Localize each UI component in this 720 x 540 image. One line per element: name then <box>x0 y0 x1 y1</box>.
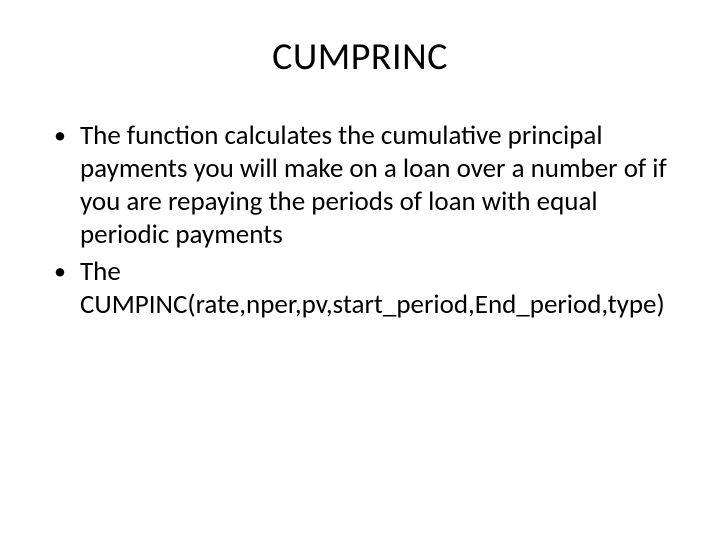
bullet-list: The function calculates the cumulative p… <box>48 120 672 322</box>
bullet-text: The CUMPINC(rate,nper,pv,start_period,En… <box>80 255 665 321</box>
bullet-text: The function calculates the cumulative p… <box>80 119 667 251</box>
list-item: The CUMPINC(rate,nper,pv,start_period,En… <box>48 256 672 322</box>
slide: CUMPRINC The function calculates the cum… <box>0 0 720 540</box>
slide-title: CUMPRINC <box>48 34 672 80</box>
list-item: The function calculates the cumulative p… <box>48 120 672 252</box>
slide-body: The function calculates the cumulative p… <box>48 120 672 322</box>
